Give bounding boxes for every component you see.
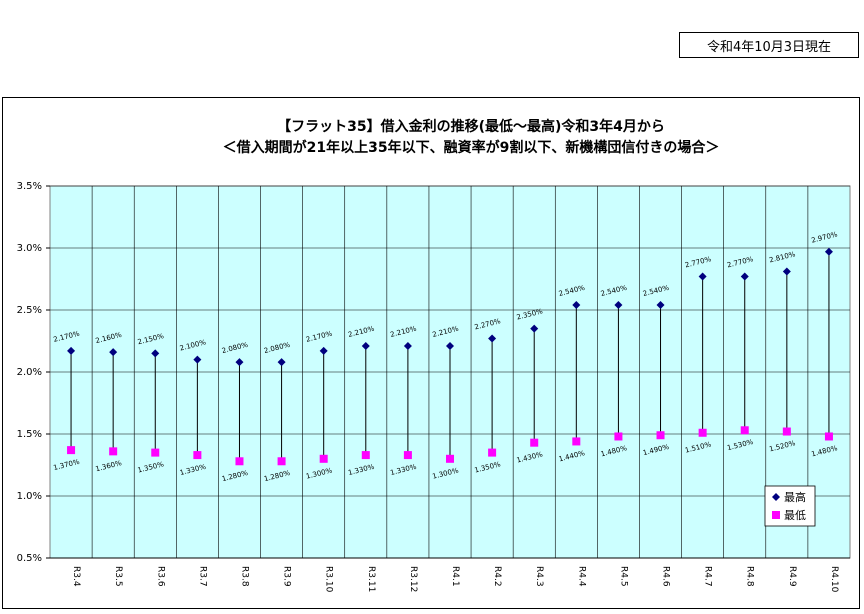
x-tick-label: R3.8 — [239, 566, 249, 587]
low-point — [698, 428, 707, 437]
low-point — [488, 448, 497, 457]
x-tick-label: R4.2 — [492, 566, 502, 587]
high-point — [319, 346, 328, 355]
legend-box — [764, 485, 816, 527]
high-point — [67, 346, 76, 355]
legend-high-label: 最高 — [784, 490, 806, 504]
high-point — [109, 348, 118, 357]
x-tick-label: R3.5 — [113, 566, 123, 587]
x-tick-label: R3.9 — [282, 566, 292, 587]
x-tick-label: R4.3 — [534, 566, 544, 587]
high-point — [614, 301, 623, 310]
high-point — [782, 267, 791, 276]
x-tick-label: R3.7 — [197, 566, 207, 587]
chart-frame: 【フラット35】借入金利の推移(最低～最高)令和3年4月から ＜借入期間が21年… — [2, 97, 860, 609]
low-point — [67, 446, 76, 455]
x-tick-label: R4.8 — [745, 566, 755, 587]
low-point — [361, 451, 370, 460]
low-point — [151, 448, 160, 457]
x-tick-label: R4.5 — [618, 566, 628, 587]
high-point — [361, 341, 370, 350]
y-tick-label: 2.5% — [17, 305, 42, 316]
high-point — [740, 272, 749, 281]
low-point — [782, 427, 791, 436]
low-point — [824, 432, 833, 441]
chart-subtitle: ＜借入期間が21年以上35年以下、融資率が9割以下、新機構団信付きの場合＞ — [223, 139, 720, 156]
low-point — [277, 457, 286, 466]
high-point — [193, 355, 202, 364]
x-tick-label: R3.12 — [408, 566, 418, 592]
high-point — [530, 324, 539, 333]
high-point — [446, 341, 454, 350]
high-point — [235, 358, 244, 367]
x-tick-label: R3.6 — [155, 566, 165, 587]
x-tick-label: R4.6 — [661, 566, 671, 587]
date-label: 令和4年10月3日現在 — [679, 32, 859, 58]
x-tick-label: R4.4 — [576, 566, 586, 587]
high-point — [403, 341, 412, 350]
plot-area: 0.5% 1.0% 1.5% 2.0% 2.5% 3.0% 3.5% R3.4 R3.5 R3.6… — [17, 181, 851, 593]
low-point — [614, 432, 623, 441]
y-tick-label: 3.5% — [17, 181, 42, 192]
high-point — [656, 301, 665, 310]
low-point — [109, 447, 118, 456]
rate-range-chart: 【フラット35】借入金利の推移(最低～最高)令和3年4月から ＜借入期間が21年… — [17, 118, 851, 593]
x-tick-label: R3.10 — [324, 566, 334, 593]
x-tick-label: R4.7 — [703, 566, 713, 587]
y-tick-label: 2.0% — [17, 367, 42, 378]
chart-title: 【フラット35】借入金利の推移(最低～最高)令和3年4月から — [277, 118, 665, 135]
low-point — [403, 451, 412, 460]
y-tick-label: 0.5% — [17, 553, 42, 564]
y-tick-label: 1.5% — [17, 429, 42, 440]
high-point — [572, 301, 581, 310]
y-tick-label: 3.0% — [17, 243, 42, 254]
low-point — [656, 431, 665, 440]
high-point — [488, 334, 497, 343]
x-tick-label: R3.4 — [71, 566, 81, 587]
low-point — [572, 437, 581, 446]
low-point — [235, 457, 244, 466]
low-point — [740, 426, 749, 435]
low-point — [193, 451, 202, 460]
x-tick-label: R4.1 — [450, 566, 460, 587]
high-point — [698, 272, 707, 281]
low-point — [319, 454, 328, 463]
legend-high-marker — [772, 493, 780, 501]
low-point — [530, 438, 539, 447]
x-tick-label: R4.9 — [787, 566, 797, 587]
x-tick-label: R3.11 — [366, 566, 376, 592]
x-tick-label: R4.10 — [829, 566, 839, 593]
high-point — [277, 358, 286, 367]
low-point — [446, 454, 454, 463]
high-point — [151, 349, 160, 358]
y-tick-label: 1.0% — [17, 491, 42, 502]
legend-low-label: 最低 — [784, 509, 806, 522]
high-point — [824, 247, 833, 256]
legend-low-marker — [772, 511, 780, 519]
